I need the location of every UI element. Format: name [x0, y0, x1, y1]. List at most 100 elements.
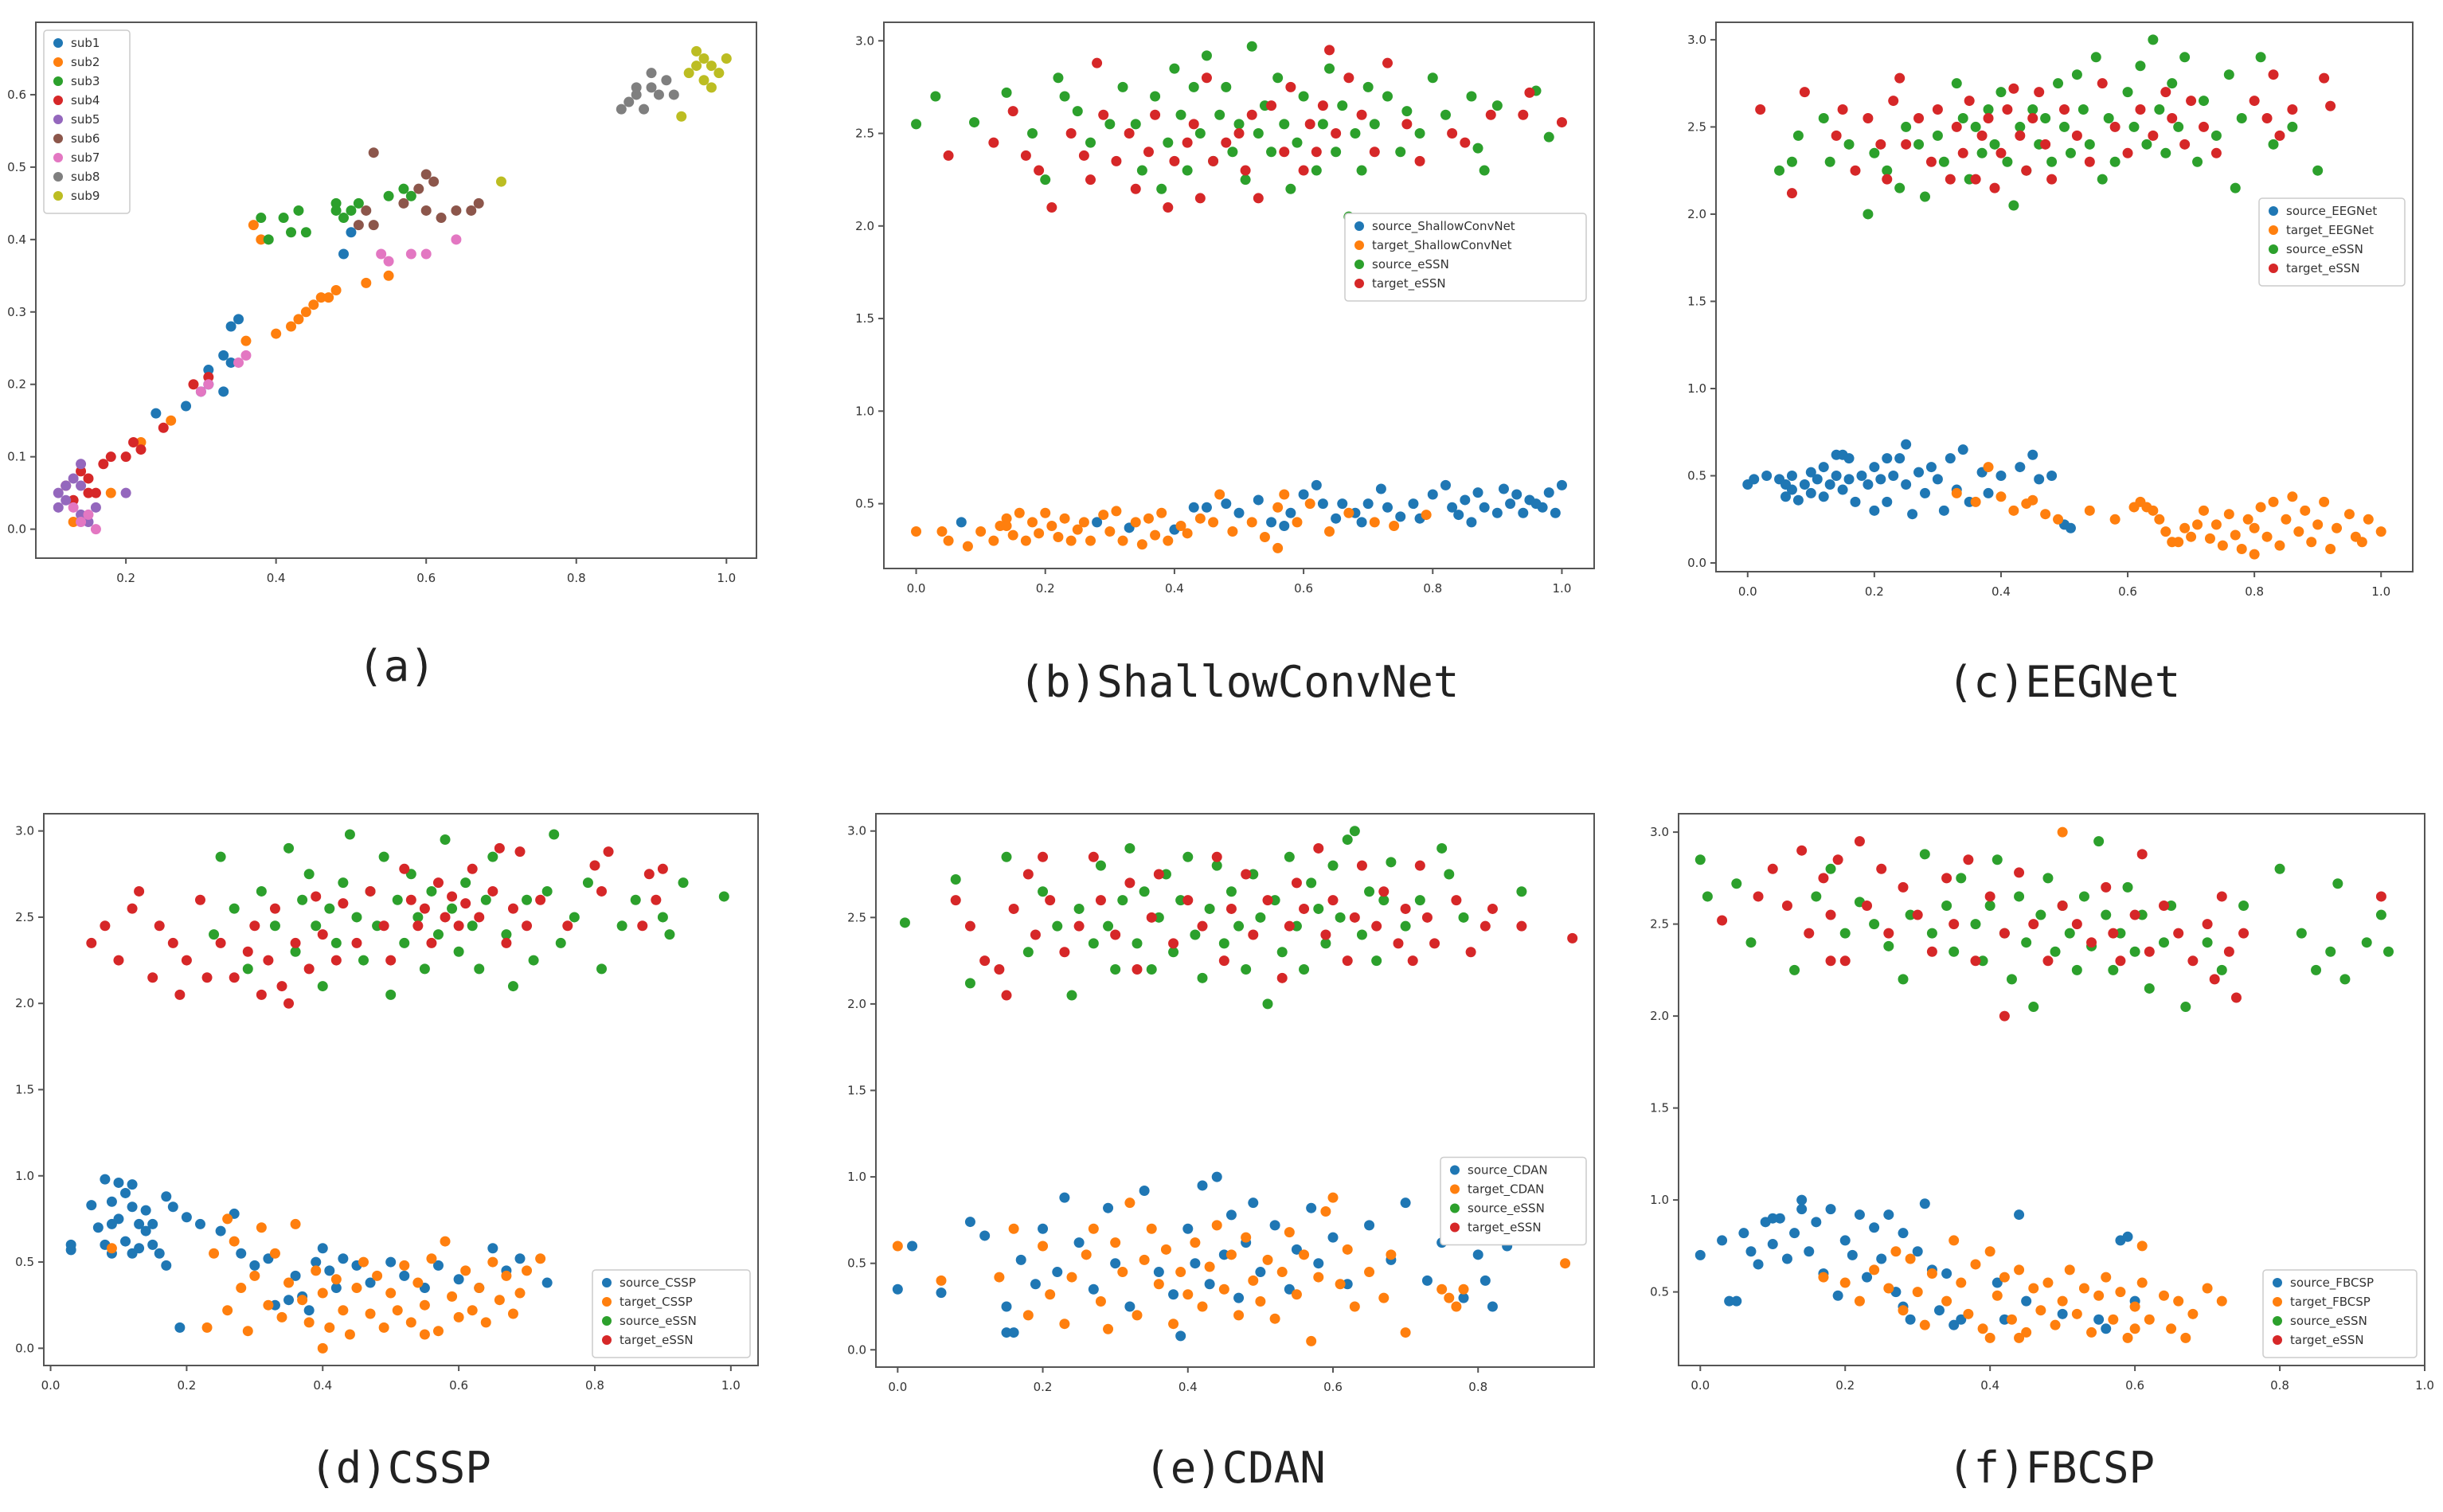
- data-point-target_eSSN: [994, 963, 1005, 975]
- data-point-source_eSSN: [2255, 52, 2266, 63]
- data-point-target_eSSN: [447, 891, 458, 902]
- data-point-source_eSSN: [1970, 121, 1981, 132]
- data-point-source_eSSN: [1901, 121, 1912, 132]
- data-point-sub3: [330, 205, 342, 216]
- data-point-source_eSSN: [596, 963, 608, 975]
- legend-label: source_eSSN: [1372, 257, 1449, 272]
- data-point-target_eSSN: [1854, 836, 1865, 847]
- data-point-source_eSSN: [1233, 920, 1245, 932]
- data-point-target_eSSN: [385, 955, 397, 966]
- panel-e: 0.0 0.2 0.4 0.6 0.8 0.0 0.5 1.0 1.5 2.0 2.5 3.0 sour…: [847, 813, 1595, 1493]
- data-point-sub6: [428, 176, 440, 187]
- data-point-target_FBCSP: [2042, 1277, 2054, 1288]
- data-point-target_CDAN: [1342, 1244, 1353, 1255]
- data-point-source_eSSN: [2238, 901, 2250, 911]
- data-point-target_eSSN: [1320, 929, 1331, 940]
- data-point-source_eSSN: [2332, 878, 2343, 889]
- data-point-target_eSSN: [1369, 147, 1380, 158]
- data-point-target_EEGNet: [2300, 505, 2311, 516]
- data-point-source_CDAN: [1103, 1202, 1114, 1213]
- data-point-source_FBCSP: [1811, 1217, 1822, 1228]
- y-tick-label: 0.0: [15, 1341, 34, 1355]
- data-point-target_ShallowConvNet: [1272, 502, 1284, 513]
- data-point-target_eSSN: [1786, 188, 1797, 199]
- legend-box: [43, 29, 131, 214]
- data-point-source_eSSN: [1436, 842, 1448, 854]
- data-point-source_eSSN: [303, 869, 315, 880]
- data-point-source_FBCSP: [1789, 1228, 1800, 1239]
- x-tick-label: 1.0: [717, 571, 736, 585]
- plot-frame: [35, 21, 757, 559]
- data-point-source_CDAN: [1327, 1232, 1339, 1243]
- data-point-target_eSSN: [317, 929, 328, 940]
- data-point-source_ShallowConvNet: [1543, 487, 1554, 498]
- data-point-target_eSSN: [1839, 955, 1851, 967]
- data-point-target_eSSN: [522, 920, 533, 932]
- y-tick-label: 2.0: [1650, 1009, 1669, 1023]
- data-point-target_FBCSP: [2122, 1332, 2133, 1343]
- data-point-target_eSSN: [2008, 83, 2019, 94]
- data-point-source_eSSN: [1989, 139, 2000, 150]
- data-point-target_CSSP: [501, 1270, 512, 1281]
- data-point-target_FBCSP: [1941, 1295, 1952, 1307]
- data-point-source_eSSN: [1233, 119, 1245, 130]
- data-point-source_ShallowConvNet: [1518, 507, 1529, 518]
- data-point-source_eSSN: [1976, 147, 1988, 158]
- data-point-target_EEGNet: [2356, 537, 2367, 548]
- data-point-target_EEGNet: [2148, 505, 2159, 516]
- data-point-target_FBCSP: [2166, 1323, 2177, 1334]
- data-point-source_eSSN: [1306, 877, 1317, 889]
- data-point-source_FBCSP: [1796, 1204, 1808, 1215]
- data-point-sub2: [361, 277, 372, 288]
- legend: sub1 sub2 sub3 sub4 sub5 sub6 sub7 sub8 sub9: [43, 29, 131, 214]
- data-point-source_eSSN: [1350, 128, 1361, 139]
- data-point-source_EEGNet: [1818, 462, 1829, 473]
- data-point-target_ShallowConvNet: [1065, 535, 1077, 546]
- data-point-target_eSSN: [2097, 78, 2108, 89]
- data-point-source_FBCSP: [1767, 1213, 1778, 1224]
- data-point-sub9: [698, 53, 709, 64]
- y-tick-label: 1.0: [1687, 381, 1706, 396]
- data-point-source_eSSN: [2090, 52, 2101, 63]
- legend-box: [2258, 197, 2406, 287]
- data-point-target_ShallowConvNet: [1117, 535, 1128, 546]
- data-point-target_FBCSP: [2187, 1308, 2199, 1319]
- data-point-target_EEGNet: [1983, 462, 1994, 473]
- data-point-source_eSSN: [1266, 147, 1277, 158]
- data-point-target_eSSN: [2084, 156, 2095, 167]
- data-point-target_ShallowConvNet: [1034, 528, 1045, 539]
- data-point-target_FBCSP: [1818, 1272, 1829, 1283]
- data-point-target_CSSP: [440, 1236, 451, 1247]
- data-point-source_ShallowConvNet: [1511, 489, 1522, 500]
- data-point-source_eSSN: [2071, 69, 2082, 80]
- data-point-sub7: [383, 256, 394, 267]
- data-point-target_eSSN: [2202, 919, 2213, 930]
- data-point-target_eSSN: [460, 898, 471, 909]
- data-point-source_CDAN: [1284, 1283, 1295, 1295]
- data-point-source_CSSP: [487, 1243, 498, 1254]
- data-point-target_eSSN: [1317, 100, 1328, 111]
- data-point-target_eSSN: [1901, 139, 1912, 150]
- data-point-source_FBCSP: [1869, 1222, 1880, 1233]
- data-point-sub7: [420, 248, 432, 260]
- data-point-target_EEGNet: [2274, 540, 2285, 551]
- data-point-source_eSSN: [1311, 165, 1322, 176]
- data-point-target_CDAN: [1124, 1197, 1136, 1209]
- data-point-sub1: [233, 314, 244, 325]
- data-point-target_eSSN: [2186, 96, 2197, 107]
- data-point-target_eSSN: [964, 920, 975, 932]
- data-point-target_CSSP: [514, 1287, 526, 1299]
- data-point-target_CSSP: [460, 1265, 471, 1276]
- data-point-source_CDAN: [1038, 1223, 1049, 1234]
- x-tick-label: 0.8: [1423, 581, 1442, 596]
- data-point-source_eSSN: [2216, 964, 2227, 975]
- data-point-sub3: [278, 213, 289, 224]
- data-point-source_eSSN: [1466, 91, 1477, 102]
- data-point-source_eSSN: [2268, 139, 2279, 150]
- data-point-source_eSSN: [2084, 139, 2095, 150]
- data-point-source_EEGNet: [2015, 462, 2026, 473]
- data-point-source_eSSN: [1175, 895, 1186, 906]
- data-point-source_eSSN: [507, 981, 518, 992]
- data-point-target_eSSN: [194, 894, 205, 905]
- data-point-target_eSSN: [1078, 150, 1089, 161]
